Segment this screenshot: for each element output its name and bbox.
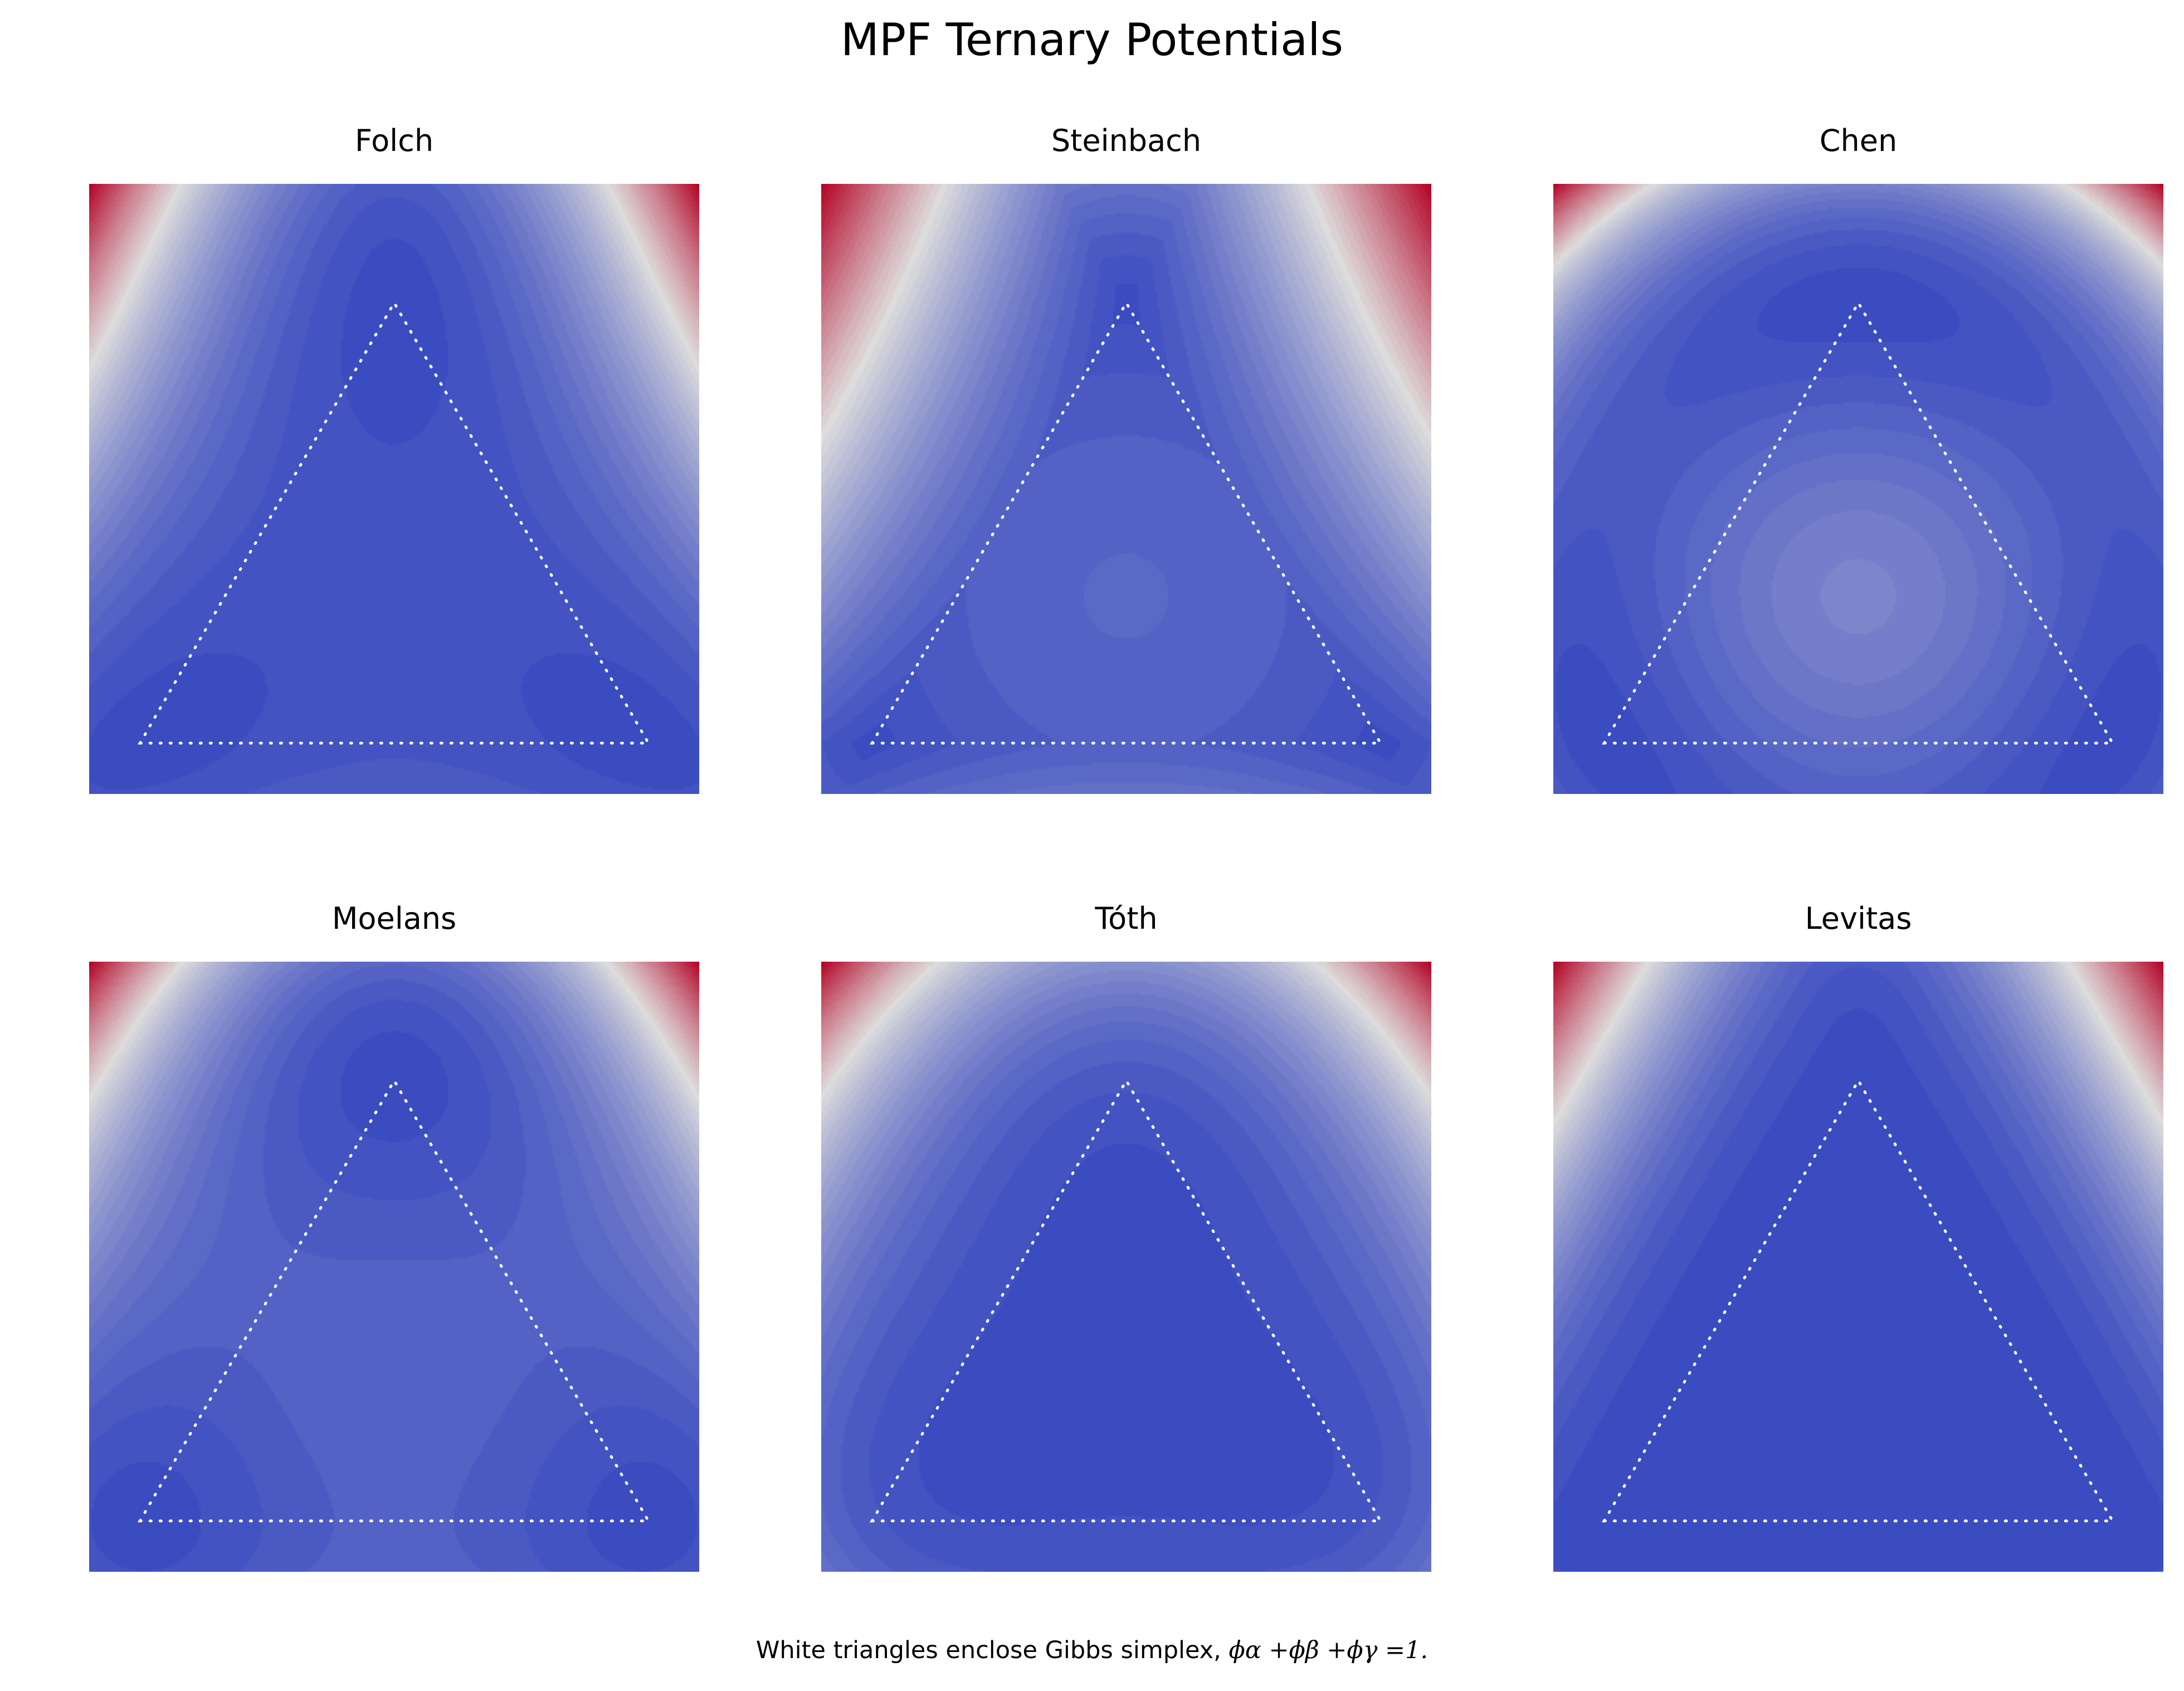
heatmap [89,962,699,1572]
gibbs-simplex-triangle [869,300,1383,745]
gibbs-simplex-triangle [1601,1078,2115,1523]
heatmap [1553,962,2163,1572]
caption-formula: ϕα +ϕβ +ϕγ =1. [1228,1636,1429,1664]
panel-toth: Tóth [821,901,1431,1572]
gibbs-simplex-triangle [1601,300,2115,745]
caption-text: White triangles enclose Gibbs simplex, [755,1636,1221,1664]
simplex-overlay [137,1078,651,1523]
caption: White triangles enclose Gibbs simplex, ϕ… [0,1634,2184,1667]
panel-title: Steinbach [1051,123,1202,158]
panel-moelans: Moelans [89,901,699,1572]
panel-title: Chen [1819,123,1898,158]
panel-title: Moelans [332,901,457,936]
simplex-overlay [1601,300,2115,745]
heatmap [821,184,1431,794]
panel-folch: Folch [89,123,699,794]
figure-title: MPF Ternary Potentials [840,14,1344,66]
panel-title: Levitas [1805,901,1912,936]
heatmap [821,962,1431,1572]
simplex-overlay [1601,1078,2115,1523]
panel-levitas: Levitas [1553,901,2163,1572]
simplex-overlay [137,300,651,745]
panel-chen: Chen [1553,123,2163,794]
heatmap [89,184,699,794]
panel-title: Folch [354,123,434,158]
panel-steinbach: Steinbach [821,123,1431,794]
gibbs-simplex-triangle [137,300,651,745]
gibbs-simplex-triangle [137,1078,651,1523]
panel-title: Tóth [1095,901,1158,936]
gibbs-simplex-triangle [869,1078,1383,1523]
simplex-overlay [869,1078,1383,1523]
heatmap [1553,184,2163,794]
simplex-overlay [869,300,1383,745]
